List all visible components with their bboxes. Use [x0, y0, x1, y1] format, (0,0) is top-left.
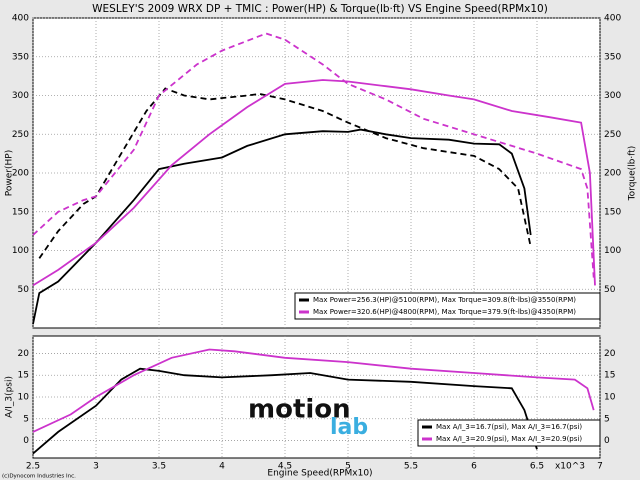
y2-tick-label: 50	[604, 285, 616, 295]
x-axis-label: Engine Speed(RPMx10)	[267, 469, 372, 479]
y-tick-label: 0	[23, 436, 29, 446]
logo-bottom: lab	[330, 415, 368, 440]
y2-axis-label: Torque(lb·ft)	[628, 146, 638, 202]
x-tick-label: 4.5	[278, 462, 292, 472]
x-tick-label: 5	[345, 462, 351, 472]
y2-tick-label: 20	[604, 349, 616, 359]
y-tick-label: 10	[18, 393, 30, 403]
y2-tick-label: 5	[604, 414, 610, 424]
legend-box	[294, 292, 601, 320]
y-tick-label: 300	[12, 91, 29, 101]
legend-label: Max Power=256.3(HP)@5100(RPM), Max Torqu…	[313, 296, 576, 304]
y-tick-label: 350	[12, 52, 29, 62]
data-line	[32, 128, 532, 325]
chart-title: WESLEY'S 2009 WRX DP + TMIC : Power(HP) …	[92, 3, 548, 15]
x-tick-label: 6.5	[530, 462, 544, 472]
data-line	[38, 87, 532, 259]
y2-tick-label: 100	[604, 246, 621, 256]
x-tick-label: 3.5	[152, 462, 166, 472]
y-tick-label: 250	[12, 130, 29, 140]
x-multiplier: x10^3	[555, 462, 585, 472]
y2-tick-label: 200	[604, 169, 621, 179]
plot-area	[32, 17, 601, 329]
y2-tick-label: 400	[604, 14, 621, 24]
legend-label: Max A/I_3=20.9(psi), Max A/I_3=20.9(psi)	[436, 435, 582, 443]
y-tick-label: 200	[12, 169, 29, 179]
x-tick-label: 2.5	[26, 462, 40, 472]
y-tick-label: 20	[18, 349, 30, 359]
data-line	[32, 367, 538, 455]
data-line	[32, 348, 595, 433]
y2-tick-label: 0	[604, 436, 610, 446]
y-tick-label: 100	[12, 246, 29, 256]
y-tick-label: 50	[18, 285, 30, 295]
y2-tick-label: 150	[604, 207, 621, 217]
y-tick-label: 5	[23, 414, 29, 424]
legend-label: Max Power=320.6(HP)@4800(RPM), Max Torqu…	[313, 308, 576, 316]
y-tick-label: 400	[12, 14, 29, 24]
y2-tick-label: 350	[604, 52, 621, 62]
y2-tick-label: 250	[604, 130, 621, 140]
legend-label: Max A/I_3=16.7(psi), Max A/I_3=16.7(psi)	[436, 423, 582, 431]
y-tick-label: 150	[12, 207, 29, 217]
data-line	[32, 79, 596, 287]
y2-tick-label: 300	[604, 91, 621, 101]
y-axis-label: A/I_3(psi)	[5, 376, 15, 418]
x-tick-label: 7	[597, 462, 603, 472]
y-tick-label: 15	[18, 371, 29, 381]
x-tick-label: 3	[93, 462, 99, 472]
data-line	[32, 32, 595, 278]
x-tick-label: 5.5	[404, 462, 418, 472]
y2-tick-label: 15	[604, 371, 615, 381]
x-tick-label: 6	[471, 462, 477, 472]
copyright: (c)Dynocom Industries Inc.	[2, 474, 76, 480]
y2-tick-label: 10	[604, 393, 616, 403]
logo-top: motion	[248, 395, 351, 425]
y-axis-label: Power(HP)	[5, 150, 15, 196]
legend-box	[417, 419, 601, 447]
x-tick-label: 4	[219, 462, 225, 472]
